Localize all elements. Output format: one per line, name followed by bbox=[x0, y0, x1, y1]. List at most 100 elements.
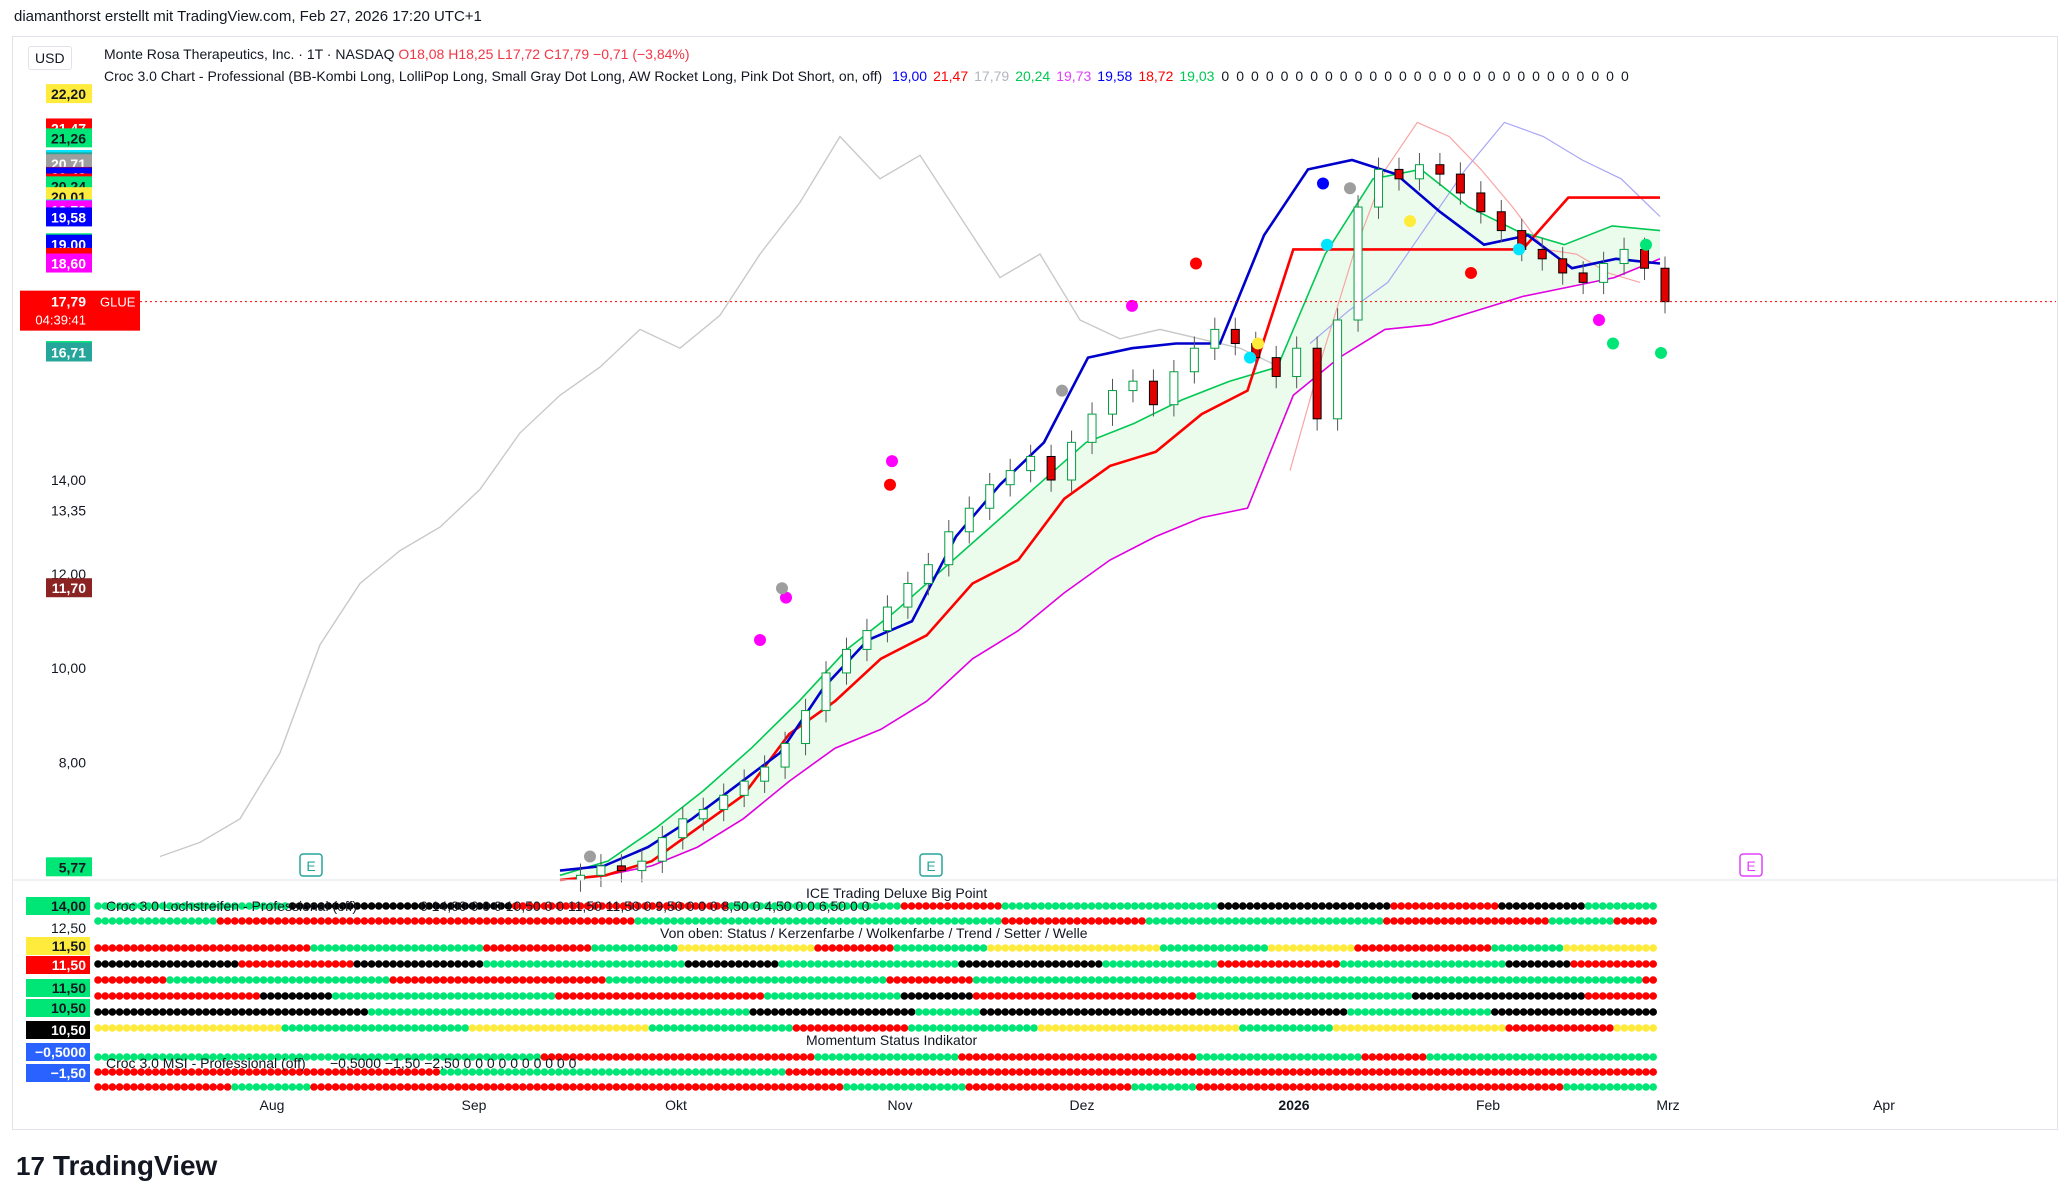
status-dot bbox=[1426, 1068, 1434, 1076]
status-dot bbox=[641, 917, 649, 925]
status-dot bbox=[922, 960, 930, 968]
candle bbox=[1046, 455, 1056, 481]
status-dot bbox=[547, 917, 556, 925]
status-dot bbox=[223, 1053, 232, 1061]
status-dot bbox=[1059, 1008, 1067, 1016]
candle bbox=[801, 710, 811, 745]
indicator-name[interactable]: Croc 3.0 Chart - Professional (BB-Kombi … bbox=[104, 68, 883, 84]
status-dot bbox=[209, 1024, 217, 1032]
status-dot bbox=[389, 1008, 398, 1016]
status-dot bbox=[1167, 944, 1175, 952]
status-dot bbox=[115, 902, 124, 910]
status-dot bbox=[1023, 1024, 1031, 1032]
status-dot bbox=[216, 976, 225, 984]
status-dot bbox=[461, 1053, 470, 1061]
status-dot bbox=[1008, 1083, 1017, 1091]
status-dot bbox=[807, 960, 815, 968]
status-dot bbox=[94, 976, 102, 984]
currency-selector[interactable]: USD bbox=[28, 46, 72, 70]
candle bbox=[1169, 371, 1179, 406]
status-dot bbox=[555, 1024, 563, 1032]
status-dot bbox=[1239, 944, 1247, 952]
status-dot bbox=[915, 1083, 923, 1091]
status-dot bbox=[547, 992, 556, 1000]
status-dot bbox=[857, 1024, 865, 1032]
status-dot bbox=[1332, 960, 1341, 968]
status-dot bbox=[871, 917, 880, 925]
status-dot bbox=[1512, 1083, 1521, 1091]
status-dot bbox=[1073, 1083, 1081, 1091]
status-dot bbox=[936, 1024, 945, 1032]
status-dot bbox=[799, 992, 808, 1000]
status-dot bbox=[1642, 917, 1650, 925]
status-dot bbox=[1476, 1008, 1485, 1016]
status-dot bbox=[396, 1053, 405, 1061]
status-dot bbox=[425, 944, 434, 952]
status-dot bbox=[900, 976, 909, 984]
status-dot bbox=[425, 976, 434, 984]
status-dot bbox=[331, 917, 340, 925]
status-dot bbox=[1426, 1008, 1434, 1016]
status-dot bbox=[130, 1008, 138, 1016]
signal-dot bbox=[884, 478, 896, 491]
status-dot bbox=[216, 1024, 225, 1032]
status-dot bbox=[1195, 1068, 1204, 1076]
status-dot bbox=[886, 976, 894, 984]
status-dot bbox=[1584, 976, 1593, 984]
status-dot bbox=[1390, 1008, 1398, 1016]
status-dot bbox=[540, 1024, 549, 1032]
status-dot bbox=[144, 944, 153, 952]
status-dot bbox=[598, 992, 606, 1000]
status-dot bbox=[1541, 917, 1549, 925]
status-dot bbox=[1635, 1008, 1643, 1016]
status-dot bbox=[929, 992, 937, 1000]
status-dot bbox=[1231, 1024, 1240, 1032]
status-dot bbox=[1195, 1008, 1204, 1016]
status-dot bbox=[735, 1083, 743, 1091]
symbol-name[interactable]: Monte Rosa Therapeutics, Inc. · 1T · NAS… bbox=[104, 46, 395, 62]
status-dot bbox=[1591, 960, 1600, 968]
status-dot bbox=[1181, 992, 1189, 1000]
status-dot bbox=[159, 902, 167, 910]
status-dot bbox=[843, 917, 851, 925]
status-dot bbox=[994, 1008, 1002, 1016]
status-dot bbox=[1188, 976, 1197, 984]
status-dot bbox=[1181, 1053, 1189, 1061]
status-dot bbox=[1606, 1053, 1614, 1061]
status-dot bbox=[1455, 944, 1463, 952]
status-dot bbox=[303, 1083, 311, 1091]
status-dot bbox=[1123, 960, 1132, 968]
status-dot bbox=[691, 992, 700, 1000]
status-dot bbox=[756, 1068, 765, 1076]
status-dot bbox=[907, 1008, 916, 1016]
status-dot bbox=[994, 902, 1002, 910]
status-dot bbox=[1642, 1083, 1650, 1091]
status-dot bbox=[1008, 1068, 1017, 1076]
status-dot bbox=[324, 1068, 333, 1076]
status-dot bbox=[555, 1068, 563, 1076]
status-dot bbox=[1447, 917, 1456, 925]
status-dot bbox=[339, 1024, 347, 1032]
status-dot bbox=[1635, 902, 1643, 910]
status-dot bbox=[1361, 1083, 1369, 1091]
status-dot bbox=[1282, 1008, 1290, 1016]
status-dot bbox=[1505, 1024, 1513, 1032]
status-dot bbox=[310, 917, 318, 925]
status-dot bbox=[310, 976, 318, 984]
status-dot bbox=[1001, 992, 1009, 1000]
status-dot bbox=[828, 976, 837, 984]
candle bbox=[1067, 441, 1077, 481]
status-dot bbox=[792, 1008, 801, 1016]
status-dot bbox=[1354, 1053, 1362, 1061]
status-dot bbox=[259, 992, 268, 1000]
status-dot bbox=[331, 902, 340, 910]
status-dot bbox=[1505, 1053, 1513, 1061]
status-dot bbox=[166, 944, 174, 952]
status-dot bbox=[699, 1008, 707, 1016]
status-dot bbox=[533, 902, 541, 910]
status-dot bbox=[562, 1068, 570, 1076]
status-dot bbox=[1231, 976, 1240, 984]
status-dot bbox=[1627, 976, 1636, 984]
status-dot bbox=[1001, 1068, 1009, 1076]
